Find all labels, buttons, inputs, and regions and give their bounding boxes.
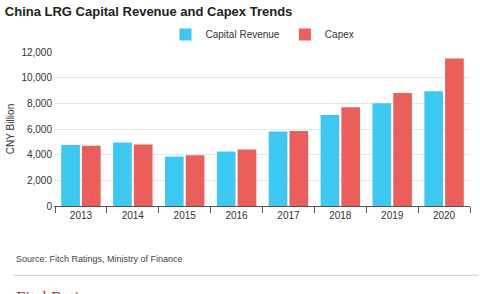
svg-text:2013: 2013 <box>70 210 93 221</box>
svg-text:2019: 2019 <box>381 210 404 221</box>
svg-text:Source: Fitch Ratings, Ministr: Source: Fitch Ratings, Ministry of Finan… <box>16 254 183 264</box>
svg-text:6,000: 6,000 <box>27 124 52 135</box>
svg-text:CNY Billion: CNY Billion <box>5 104 16 154</box>
svg-text:8,000: 8,000 <box>27 98 52 109</box>
svg-text:0: 0 <box>46 201 52 212</box>
svg-text:12,000: 12,000 <box>21 47 52 58</box>
svg-text:2,000: 2,000 <box>27 175 52 186</box>
svg-text:2015: 2015 <box>174 210 197 221</box>
svg-text:2016: 2016 <box>225 210 248 221</box>
svg-text:2018: 2018 <box>329 210 352 221</box>
svg-text:2014: 2014 <box>122 210 145 221</box>
svg-text:FitchRatings: FitchRatings <box>16 288 103 294</box>
svg-text:China LRG Capital Revenue and: China LRG Capital Revenue and Capex Tren… <box>5 4 293 19</box>
svg-text:2017: 2017 <box>277 210 300 221</box>
svg-text:Capital Revenue: Capital Revenue <box>206 29 280 40</box>
svg-text:10,000: 10,000 <box>21 72 52 83</box>
svg-text:2020: 2020 <box>433 210 456 221</box>
svg-text:Capex: Capex <box>325 29 354 40</box>
svg-text:4,000: 4,000 <box>27 149 52 160</box>
